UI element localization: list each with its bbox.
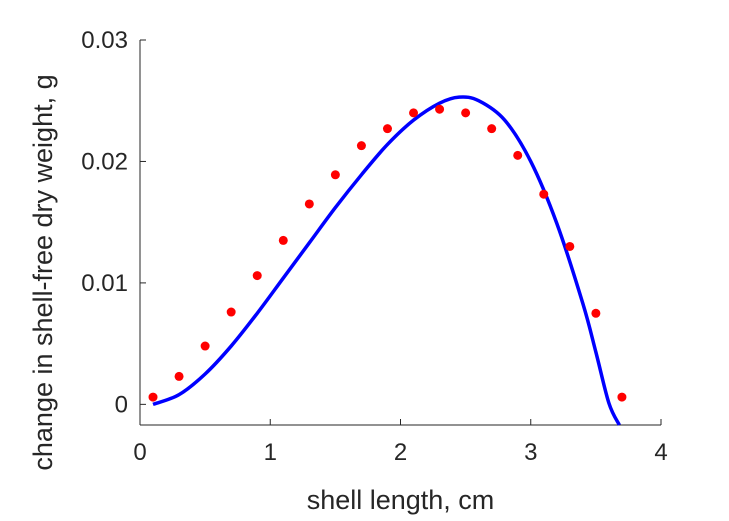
y-tick-label: 0.02: [81, 148, 128, 175]
data-point: [330, 170, 340, 180]
data-point: [539, 189, 549, 199]
data-point: [487, 124, 497, 134]
x-tick-label: 1: [264, 439, 277, 466]
model-curve: [152, 95, 621, 426]
plot-area: [148, 95, 627, 426]
y-tick-label: 0.03: [81, 27, 128, 54]
data-point: [435, 104, 445, 114]
x-tick-label: 4: [654, 439, 667, 466]
data-point: [226, 307, 236, 317]
y-axis-title: change in shell-free dry weight, g: [28, 74, 58, 470]
data-point: [278, 235, 288, 245]
data-point: [409, 108, 419, 118]
data-point: [304, 199, 314, 209]
data-point: [200, 341, 210, 351]
x-tick-label: 0: [133, 439, 146, 466]
x-tick-label: 2: [394, 439, 407, 466]
data-point: [617, 392, 627, 402]
data-point: [591, 308, 601, 318]
x-axis-title: shell length, cm: [307, 485, 495, 515]
data-point: [513, 150, 523, 160]
data-point: [356, 141, 366, 151]
ticks: 0 1 2 3 4 0 0.01 0.02 0.03: [81, 27, 667, 466]
data-point: [148, 392, 158, 402]
y-tick-label: 0.01: [81, 270, 128, 297]
data-point: [174, 371, 184, 381]
data-point: [252, 271, 262, 281]
axes: [139, 40, 661, 426]
data-point: [382, 124, 392, 134]
y-tick-label: 0: [115, 391, 128, 418]
x-tick-label: 3: [524, 439, 537, 466]
data-point: [461, 108, 471, 118]
data-point: [565, 241, 575, 251]
